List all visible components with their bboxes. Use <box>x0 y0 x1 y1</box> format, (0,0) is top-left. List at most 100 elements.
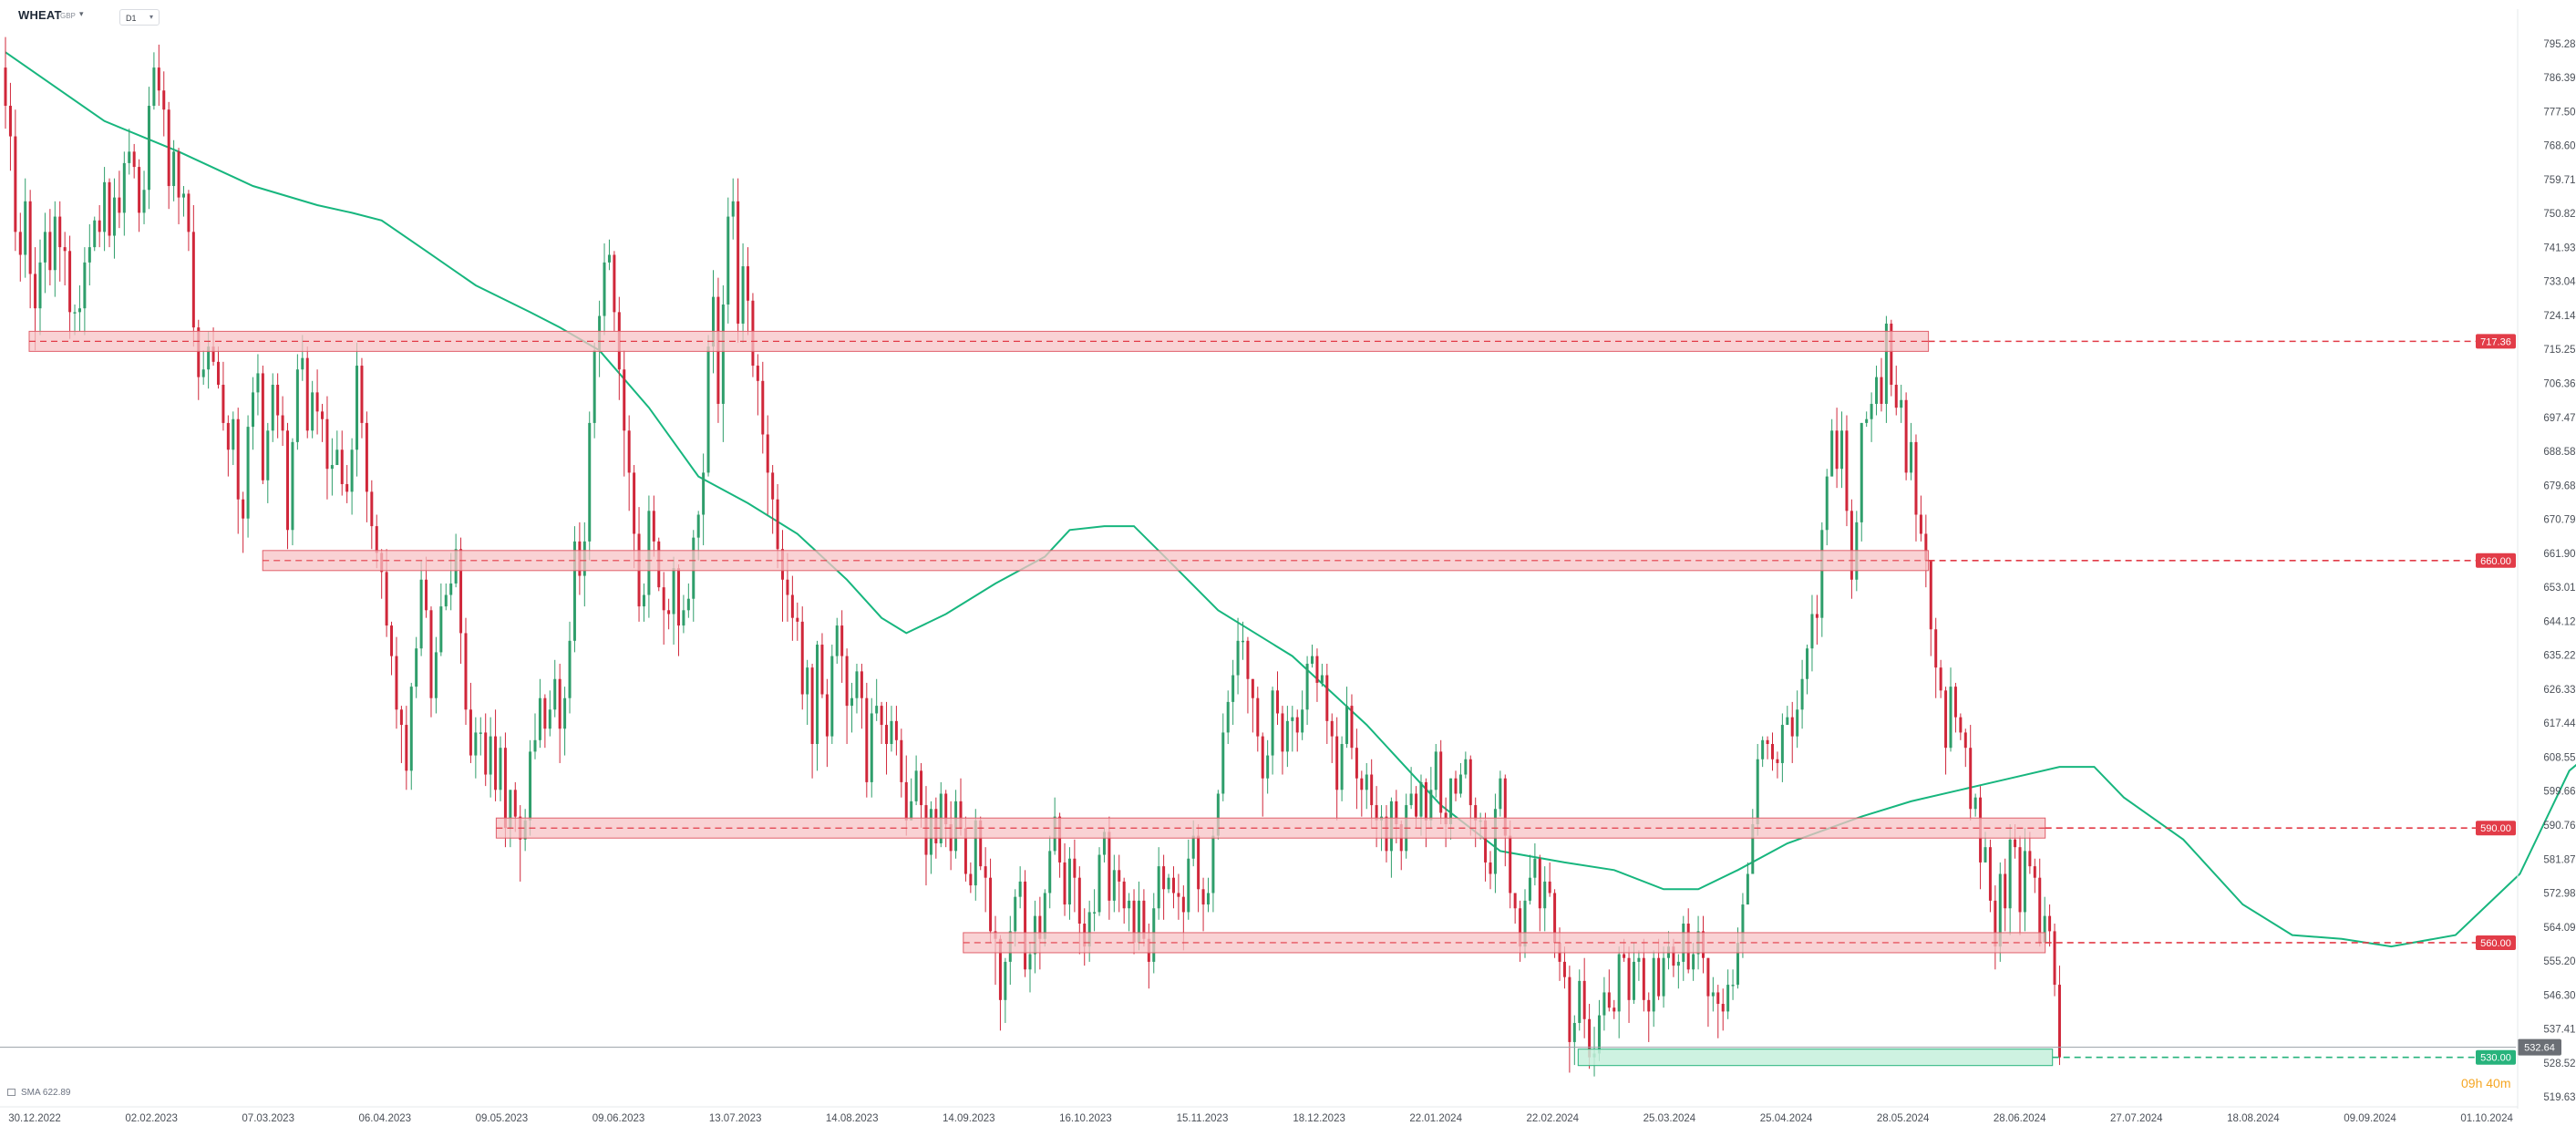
candle-body <box>167 109 170 187</box>
chart-toolbar: WHEAT GBP ▾ D1 ▾ <box>0 0 2576 35</box>
candle-body <box>870 713 873 782</box>
candle <box>2048 904 2052 947</box>
candle-body <box>865 697 869 782</box>
candle-body <box>395 656 398 710</box>
candle-body <box>1429 790 1433 821</box>
candle-countdown: 09h 40m <box>2461 1076 2511 1090</box>
candle <box>1226 690 1230 744</box>
y-tick-label: 546.30 <box>2543 990 2575 1001</box>
candle-body <box>840 625 844 656</box>
candle-body <box>1122 881 1126 909</box>
candle-body <box>330 465 334 470</box>
candle-body <box>474 732 478 756</box>
candle-body <box>1087 912 1091 947</box>
candle <box>1276 671 1280 726</box>
candle-body <box>246 427 250 519</box>
candle-body <box>2008 839 2012 909</box>
candle <box>1112 854 1116 913</box>
candle <box>315 369 319 435</box>
candle <box>177 148 180 224</box>
candle <box>781 530 785 622</box>
candle-body <box>58 216 62 248</box>
candle-body <box>4 67 7 107</box>
candle-body <box>2004 873 2007 909</box>
level-price-tag: 590.00 <box>2476 821 2516 836</box>
indicator-settings-icon[interactable] <box>7 1089 15 1097</box>
candle-body <box>132 151 136 168</box>
candle-body <box>920 770 923 806</box>
candle-body <box>1256 697 1260 737</box>
candle-body <box>1835 430 1839 470</box>
candle <box>1256 687 1260 752</box>
candle <box>226 415 230 477</box>
candle-body <box>1731 985 1735 987</box>
candle-body <box>8 106 12 137</box>
candle-body <box>1924 533 1928 561</box>
instrument-currency: GBP <box>60 12 76 20</box>
level-price-tag: 717.36 <box>2476 334 2516 349</box>
candle <box>73 304 77 336</box>
candle <box>38 239 42 336</box>
candle-body <box>627 430 631 473</box>
candle <box>1246 636 1250 714</box>
candle <box>444 583 448 611</box>
candle <box>519 805 522 882</box>
candle-body <box>1513 893 1517 909</box>
instrument-symbol[interactable]: WHEAT <box>18 8 62 22</box>
candle-body <box>405 725 408 771</box>
candle <box>325 396 329 500</box>
candle-body <box>1311 656 1314 664</box>
candle-body <box>1419 781 1423 817</box>
candle <box>118 170 121 229</box>
candle <box>1800 659 1804 729</box>
y-tick-label: 608.55 <box>2543 752 2575 763</box>
candle-body <box>291 441 294 531</box>
chevron-down-icon[interactable]: ▾ <box>79 9 84 18</box>
timeframe-select[interactable]: D1 ▾ <box>119 9 160 26</box>
candle-body <box>1796 709 1799 737</box>
candle-body <box>756 366 759 381</box>
candle-body <box>63 247 67 252</box>
candle-body <box>1761 739 1765 759</box>
candle <box>1360 770 1364 817</box>
candle <box>1345 687 1349 749</box>
candle <box>1320 663 1324 687</box>
candle-body <box>1998 873 2002 947</box>
candle-body <box>479 732 482 734</box>
candle-body <box>1295 717 1299 733</box>
candle <box>1652 950 1655 1028</box>
indicator-legend[interactable]: SMA 622.89 <box>7 1088 70 1098</box>
candle-body <box>633 472 636 534</box>
candle-body <box>449 583 453 595</box>
candle-body <box>959 801 963 829</box>
candle <box>1122 877 1126 924</box>
candle-body <box>682 610 685 626</box>
level-lines-layer: 717.36 660.00 590.00 560.00 530.00 532.64 <box>0 334 2561 1065</box>
candle <box>335 430 339 466</box>
candle <box>1350 694 1354 759</box>
candle <box>1271 687 1274 775</box>
candle-body <box>1499 778 1502 810</box>
candle <box>910 778 913 821</box>
candle-body <box>613 254 616 313</box>
candle-body <box>890 720 893 744</box>
candle-body <box>1509 835 1512 894</box>
candle-body <box>1350 706 1354 749</box>
candle <box>405 706 408 790</box>
candle-body <box>1776 759 1779 763</box>
x-axis: 30.12.2022 02.02.2023 07.03.2023 06.04.2023… <box>0 1106 2518 1124</box>
candle-body <box>1370 774 1374 806</box>
candle <box>261 366 264 484</box>
y-tick-label: 750.82 <box>2543 209 2575 220</box>
candle <box>14 109 17 252</box>
candle-body <box>1489 862 1492 874</box>
candle <box>1281 706 1284 775</box>
candle-body <box>261 373 264 480</box>
candle-body <box>1963 732 1967 749</box>
candle-body <box>1766 739 1769 744</box>
candle-body <box>88 247 91 263</box>
candle <box>652 495 655 557</box>
candle <box>18 212 22 282</box>
candle <box>291 438 294 546</box>
